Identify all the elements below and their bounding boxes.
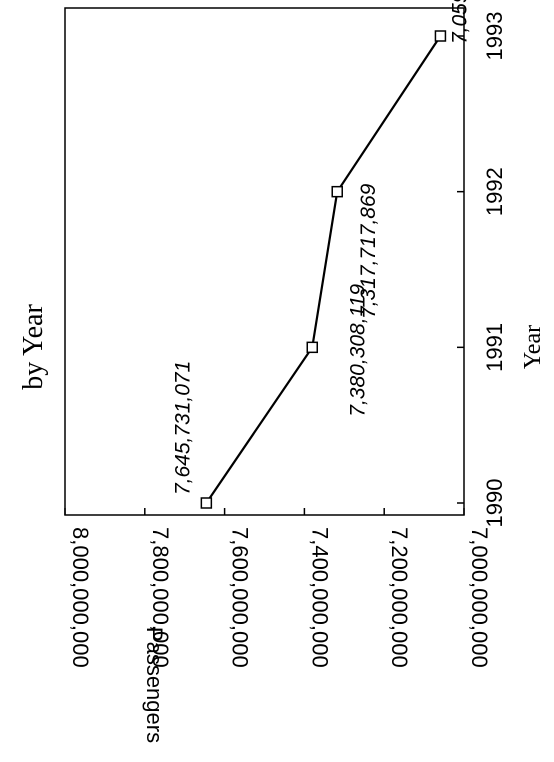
y-tick-label: 7,200,000,000: [387, 527, 412, 668]
data-label: 7,317,717,869: [357, 183, 380, 318]
plot-area-frame: [64, 7, 465, 516]
x-tick-label: 1991: [482, 323, 507, 372]
x-tick-label: 1992: [482, 167, 507, 216]
x-tick-label: 1990: [482, 479, 507, 528]
y-axis-ticks: 7,000,000,000 7,200,000,000 7,400,000,000 7…: [64, 508, 492, 668]
y-tick-label: 7,000,000,000: [467, 527, 492, 668]
data-point-marker: [306, 341, 319, 354]
data-point-marker: [200, 497, 213, 509]
x-axis-label: Year: [520, 325, 546, 369]
chart-title: by Year: [18, 304, 49, 390]
data-point-marker: [434, 30, 447, 42]
x-axis-ticks: 1990 1991 1992 1993: [457, 12, 507, 528]
data-point-marker: [331, 185, 343, 198]
x-tick-label: 1993: [482, 12, 507, 61]
series-passengers: [200, 30, 447, 509]
data-label: 7,059,066,904: [448, 0, 471, 44]
y-tick-label: 8,000,000,000: [68, 527, 93, 668]
y-tick-label: 7,600,000,000: [228, 527, 253, 668]
data-label: 7,380,308,119: [346, 284, 369, 417]
data-label: 7,645,731,071: [171, 361, 194, 495]
series-line: [205, 35, 442, 504]
y-tick-label: 7,800,000,000: [148, 527, 173, 668]
y-tick-label: 7,400,000,000: [307, 527, 332, 668]
y-axis-label: Passengers: [142, 627, 167, 743]
